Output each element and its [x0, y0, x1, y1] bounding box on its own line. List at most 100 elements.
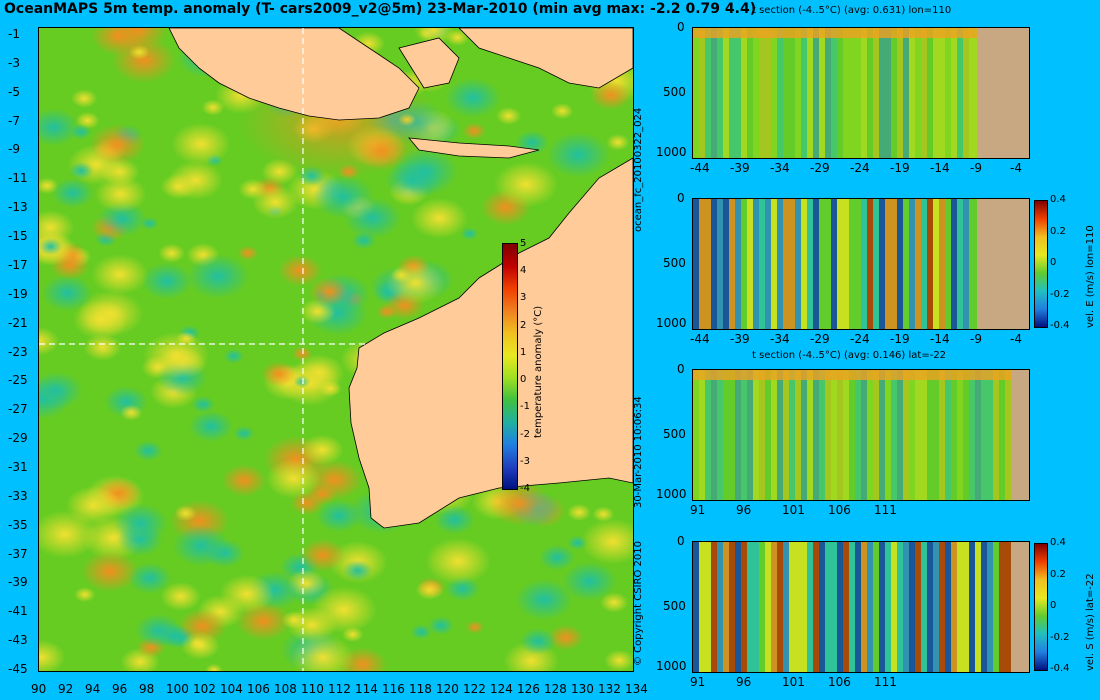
eddy-shade [39, 108, 80, 147]
section-plot[interactable] [692, 27, 1030, 159]
velocity-colorbar-tick: -0.4 [1050, 320, 1070, 331]
lat-tick-label: -15 [8, 229, 28, 244]
section-column [741, 199, 747, 329]
eddy-shade [460, 227, 479, 241]
section-x-tick: -29 [810, 332, 830, 346]
section-column [705, 28, 711, 158]
section-column [795, 542, 801, 672]
section-column [693, 199, 699, 329]
section-column [807, 28, 813, 158]
section-column [885, 370, 891, 500]
velocity-colorbar-tick: 0.2 [1050, 568, 1066, 580]
lat-tick-label: -21 [8, 315, 28, 330]
section-plot[interactable] [692, 541, 1030, 673]
section-column [957, 28, 963, 158]
section-column [723, 199, 729, 329]
section-column [843, 28, 849, 158]
section-column [909, 199, 915, 329]
section-plot[interactable] [692, 369, 1030, 501]
eddy-shade [237, 245, 259, 261]
eddy-shade [462, 122, 487, 140]
section-column [783, 542, 789, 672]
section-depth-tick: 1000 [656, 487, 687, 501]
section-column [939, 199, 945, 329]
section-column [897, 370, 903, 500]
section-column [957, 199, 963, 329]
section-column [903, 370, 909, 500]
section-column [957, 370, 963, 500]
section-column [819, 542, 825, 672]
section-column [813, 199, 819, 329]
eddy-shade [306, 483, 337, 506]
section-field [693, 542, 1029, 672]
velocity-colorbar-tick: 0 [1050, 600, 1057, 611]
section-column [759, 28, 765, 158]
velocity-colorbar-label: vel. E (m/s) lon=110 [1085, 225, 1096, 328]
section-column [885, 28, 891, 158]
velocity-colorbar [1034, 200, 1048, 328]
lon-tick-label: 118 [409, 682, 432, 696]
section-column [915, 542, 921, 672]
section-column [735, 370, 741, 500]
section-column [969, 370, 975, 500]
section-column [825, 199, 831, 329]
velocity-colorbar-tick: -0.2 [1050, 288, 1070, 300]
section-column [801, 542, 807, 672]
lat-tick-label: -17 [8, 257, 28, 272]
section-depth-tick: 500 [663, 599, 686, 613]
section-column [711, 28, 717, 158]
eddy-shade [590, 80, 632, 111]
section-column [747, 199, 753, 329]
section-column [987, 370, 993, 500]
section-column [891, 28, 897, 158]
eddy-shade [160, 173, 197, 200]
lat-tick-label: -5 [8, 84, 20, 99]
lat-tick-label: -33 [8, 488, 28, 503]
lon-tick-label: 124 [490, 682, 513, 696]
section-column [825, 370, 831, 500]
section-column [783, 28, 789, 158]
section-depth-tick: 1000 [656, 659, 687, 673]
section-column [693, 542, 699, 672]
section-column [747, 28, 753, 158]
section-column [747, 370, 753, 500]
section-column [699, 542, 705, 672]
eddy-shade [580, 518, 633, 565]
eddy-shade [94, 175, 147, 213]
section-column [945, 542, 951, 672]
lon-tick-label: 110 [301, 682, 324, 696]
section-column [825, 542, 831, 672]
section-column [777, 542, 783, 672]
section-depth-tick: 500 [663, 85, 686, 99]
eddy-shade [51, 178, 94, 209]
map-colorbar-tick: -2 [520, 428, 530, 440]
section-column [909, 370, 915, 500]
surface-warm-layer [693, 28, 977, 38]
map-panel[interactable]: 5 4 3 2 1 0 -1 -2 -3 -4 temperature anomaly (°C) [38, 27, 634, 672]
section-column [867, 28, 873, 158]
section-column [915, 199, 921, 329]
section-column [957, 542, 963, 672]
section-column [837, 199, 843, 329]
velocity-colorbar [1034, 543, 1048, 671]
section-column [819, 370, 825, 500]
lon-tick-label: 94 [85, 682, 101, 696]
section-x-tick: 111 [874, 503, 897, 517]
section-plot[interactable] [692, 198, 1030, 330]
section-column [855, 370, 861, 500]
lat-tick-label: -39 [8, 575, 28, 590]
section-column [927, 28, 933, 158]
lon-tick-label: 128 [544, 682, 567, 696]
section-column [723, 542, 729, 672]
lat-tick-label: -45 [8, 662, 28, 676]
section-column [891, 199, 897, 329]
section-x-tick: -39 [730, 332, 750, 346]
lat-tick-label: -7 [8, 113, 20, 128]
eddy-shade [410, 197, 468, 239]
eddy-shade [174, 505, 197, 522]
section-land [977, 28, 1029, 158]
eddy-shade [287, 606, 338, 643]
eddy-shade [599, 592, 629, 613]
eddy-shade [135, 613, 182, 648]
eddy-shade [171, 122, 231, 166]
